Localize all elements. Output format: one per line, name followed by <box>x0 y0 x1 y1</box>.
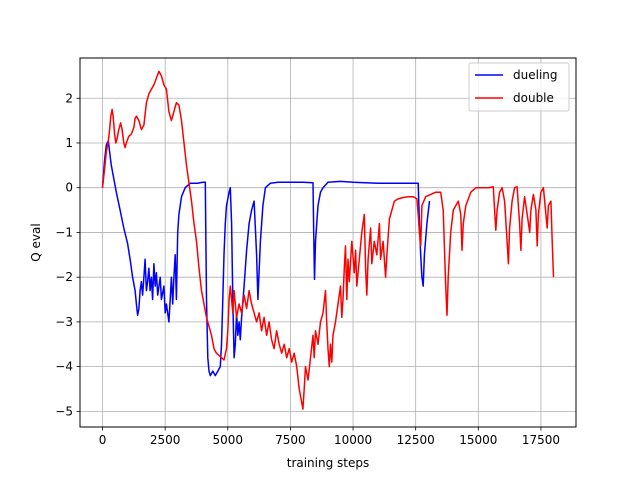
x-tick-label: 12500 <box>397 433 435 447</box>
y-tick-label: 0 <box>65 181 73 195</box>
y-tick-label: −1 <box>55 225 73 239</box>
plot-area-frame <box>79 57 577 428</box>
x-tick-label: 5000 <box>213 433 244 447</box>
y-tick-label: −2 <box>55 270 73 284</box>
y-tick-label: 1 <box>65 136 73 150</box>
x-tick-label: 15000 <box>459 433 497 447</box>
x-tick-label: 7500 <box>275 433 306 447</box>
y-tick-label: 2 <box>65 91 73 105</box>
y-tick-label: −4 <box>55 360 73 374</box>
series-line-double <box>101 70 555 410</box>
y-axis-label: Q eval <box>29 223 43 261</box>
x-tick-label: 2500 <box>150 433 181 447</box>
series-line-dueling <box>101 139 431 377</box>
grid-lines <box>80 58 576 427</box>
x-tick-label: 10000 <box>334 433 372 447</box>
y-tick-label: −3 <box>55 315 73 329</box>
legend-label-double: double <box>513 91 554 105</box>
axis-ticks: 0 2500 5000 7500 10000 12500 15000 17500 −5 −4 −3 −… <box>55 91 560 447</box>
y-tick-label: −5 <box>55 404 73 418</box>
legend: dueling double <box>468 62 570 112</box>
x-axis-label: training steps <box>287 456 370 470</box>
legend-label-dueling: dueling <box>513 68 558 82</box>
x-tick-label: 0 <box>99 433 107 447</box>
x-tick-label: 17500 <box>522 433 560 447</box>
series-lines <box>101 70 555 410</box>
